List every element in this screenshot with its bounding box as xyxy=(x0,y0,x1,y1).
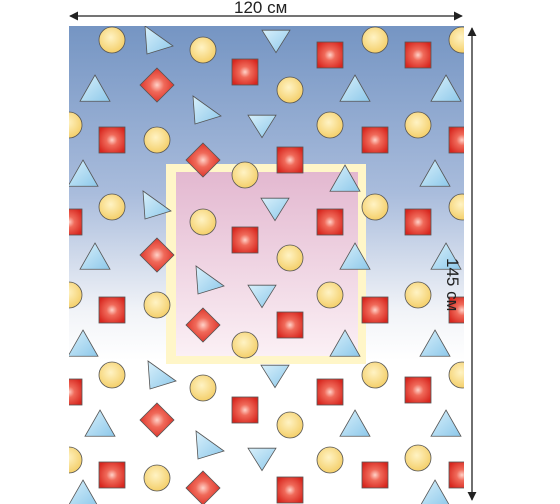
square-icon xyxy=(98,126,126,154)
circle-icon xyxy=(316,281,344,309)
triangle-icon xyxy=(144,26,174,55)
triangle-icon xyxy=(329,329,361,357)
square-icon xyxy=(361,126,389,154)
triangle-icon xyxy=(329,164,361,192)
square-icon xyxy=(231,226,259,254)
circle-icon xyxy=(361,193,389,221)
circle-icon xyxy=(404,444,432,472)
triangle-icon xyxy=(147,360,177,390)
triangle-icon xyxy=(430,242,462,270)
circle-icon xyxy=(361,361,389,389)
circle-icon xyxy=(276,244,304,272)
diamond-icon xyxy=(139,67,175,103)
square-icon xyxy=(316,208,344,236)
triangle-icon xyxy=(260,364,290,389)
square-icon xyxy=(404,41,432,69)
triangle-icon xyxy=(84,409,116,437)
shape-pattern xyxy=(69,26,464,504)
circle-icon xyxy=(143,126,171,154)
circle-icon xyxy=(448,361,464,389)
circle-icon xyxy=(316,446,344,474)
square-icon xyxy=(448,126,464,154)
square-icon xyxy=(361,296,389,324)
triangle-icon xyxy=(419,159,451,187)
triangle-icon xyxy=(69,479,98,504)
triangle-icon xyxy=(79,74,111,102)
circle-icon xyxy=(98,361,126,389)
triangle-icon xyxy=(261,29,291,54)
triangle-icon xyxy=(247,447,277,472)
diamond-icon xyxy=(185,470,221,504)
diamond-icon xyxy=(139,402,175,438)
circle-icon xyxy=(69,446,83,474)
square-icon xyxy=(316,378,344,406)
square-icon xyxy=(98,461,126,489)
circle-icon xyxy=(69,111,83,139)
square-icon xyxy=(98,296,126,324)
triangle-icon xyxy=(420,479,450,504)
triangle-icon xyxy=(247,284,277,309)
square-icon xyxy=(276,476,304,504)
circle-icon xyxy=(143,291,171,319)
triangle-icon xyxy=(142,190,172,220)
circle-icon xyxy=(98,26,126,54)
circle-icon xyxy=(276,411,304,439)
triangle-icon xyxy=(195,430,225,460)
square-icon xyxy=(276,311,304,339)
circle-icon xyxy=(231,161,259,189)
triangle-icon xyxy=(430,74,462,102)
square-icon xyxy=(361,461,389,489)
circle-icon xyxy=(189,36,217,64)
circle-icon xyxy=(231,331,259,359)
square-icon xyxy=(316,41,344,69)
circle-icon xyxy=(361,26,389,54)
triangle-icon xyxy=(247,114,277,139)
triangle-icon xyxy=(430,409,462,437)
triangle-icon xyxy=(339,74,371,102)
circle-icon xyxy=(404,111,432,139)
circle-icon xyxy=(189,208,217,236)
triangle-icon xyxy=(69,329,99,357)
circle-icon xyxy=(316,111,344,139)
square-icon xyxy=(404,208,432,236)
square-icon xyxy=(231,58,259,86)
diamond-icon xyxy=(185,307,221,343)
triangle-icon xyxy=(195,265,225,295)
square-icon xyxy=(69,208,83,236)
triangle-icon xyxy=(419,329,451,357)
circle-icon xyxy=(276,76,304,104)
triangle-icon xyxy=(260,197,290,222)
square-icon xyxy=(448,296,464,324)
curtain-fabric xyxy=(69,26,464,504)
triangle-icon xyxy=(192,95,222,125)
circle-icon xyxy=(98,193,126,221)
circle-icon xyxy=(189,374,217,402)
square-icon xyxy=(448,461,464,489)
square-icon xyxy=(276,146,304,174)
circle-icon xyxy=(448,193,464,221)
square-icon xyxy=(231,396,259,424)
triangle-icon xyxy=(339,242,371,270)
circle-icon xyxy=(143,464,171,492)
triangle-icon xyxy=(69,159,99,187)
circle-icon xyxy=(448,26,464,54)
width-label: 120 см xyxy=(234,0,288,17)
circle-icon xyxy=(69,281,83,309)
diamond-icon xyxy=(139,237,175,273)
height-label: 145 см xyxy=(443,258,462,312)
diamond-icon xyxy=(185,142,221,178)
square-icon xyxy=(69,378,83,406)
circle-icon xyxy=(404,281,432,309)
square-icon xyxy=(404,376,432,404)
triangle-icon xyxy=(79,242,111,270)
triangle-icon xyxy=(339,409,371,437)
